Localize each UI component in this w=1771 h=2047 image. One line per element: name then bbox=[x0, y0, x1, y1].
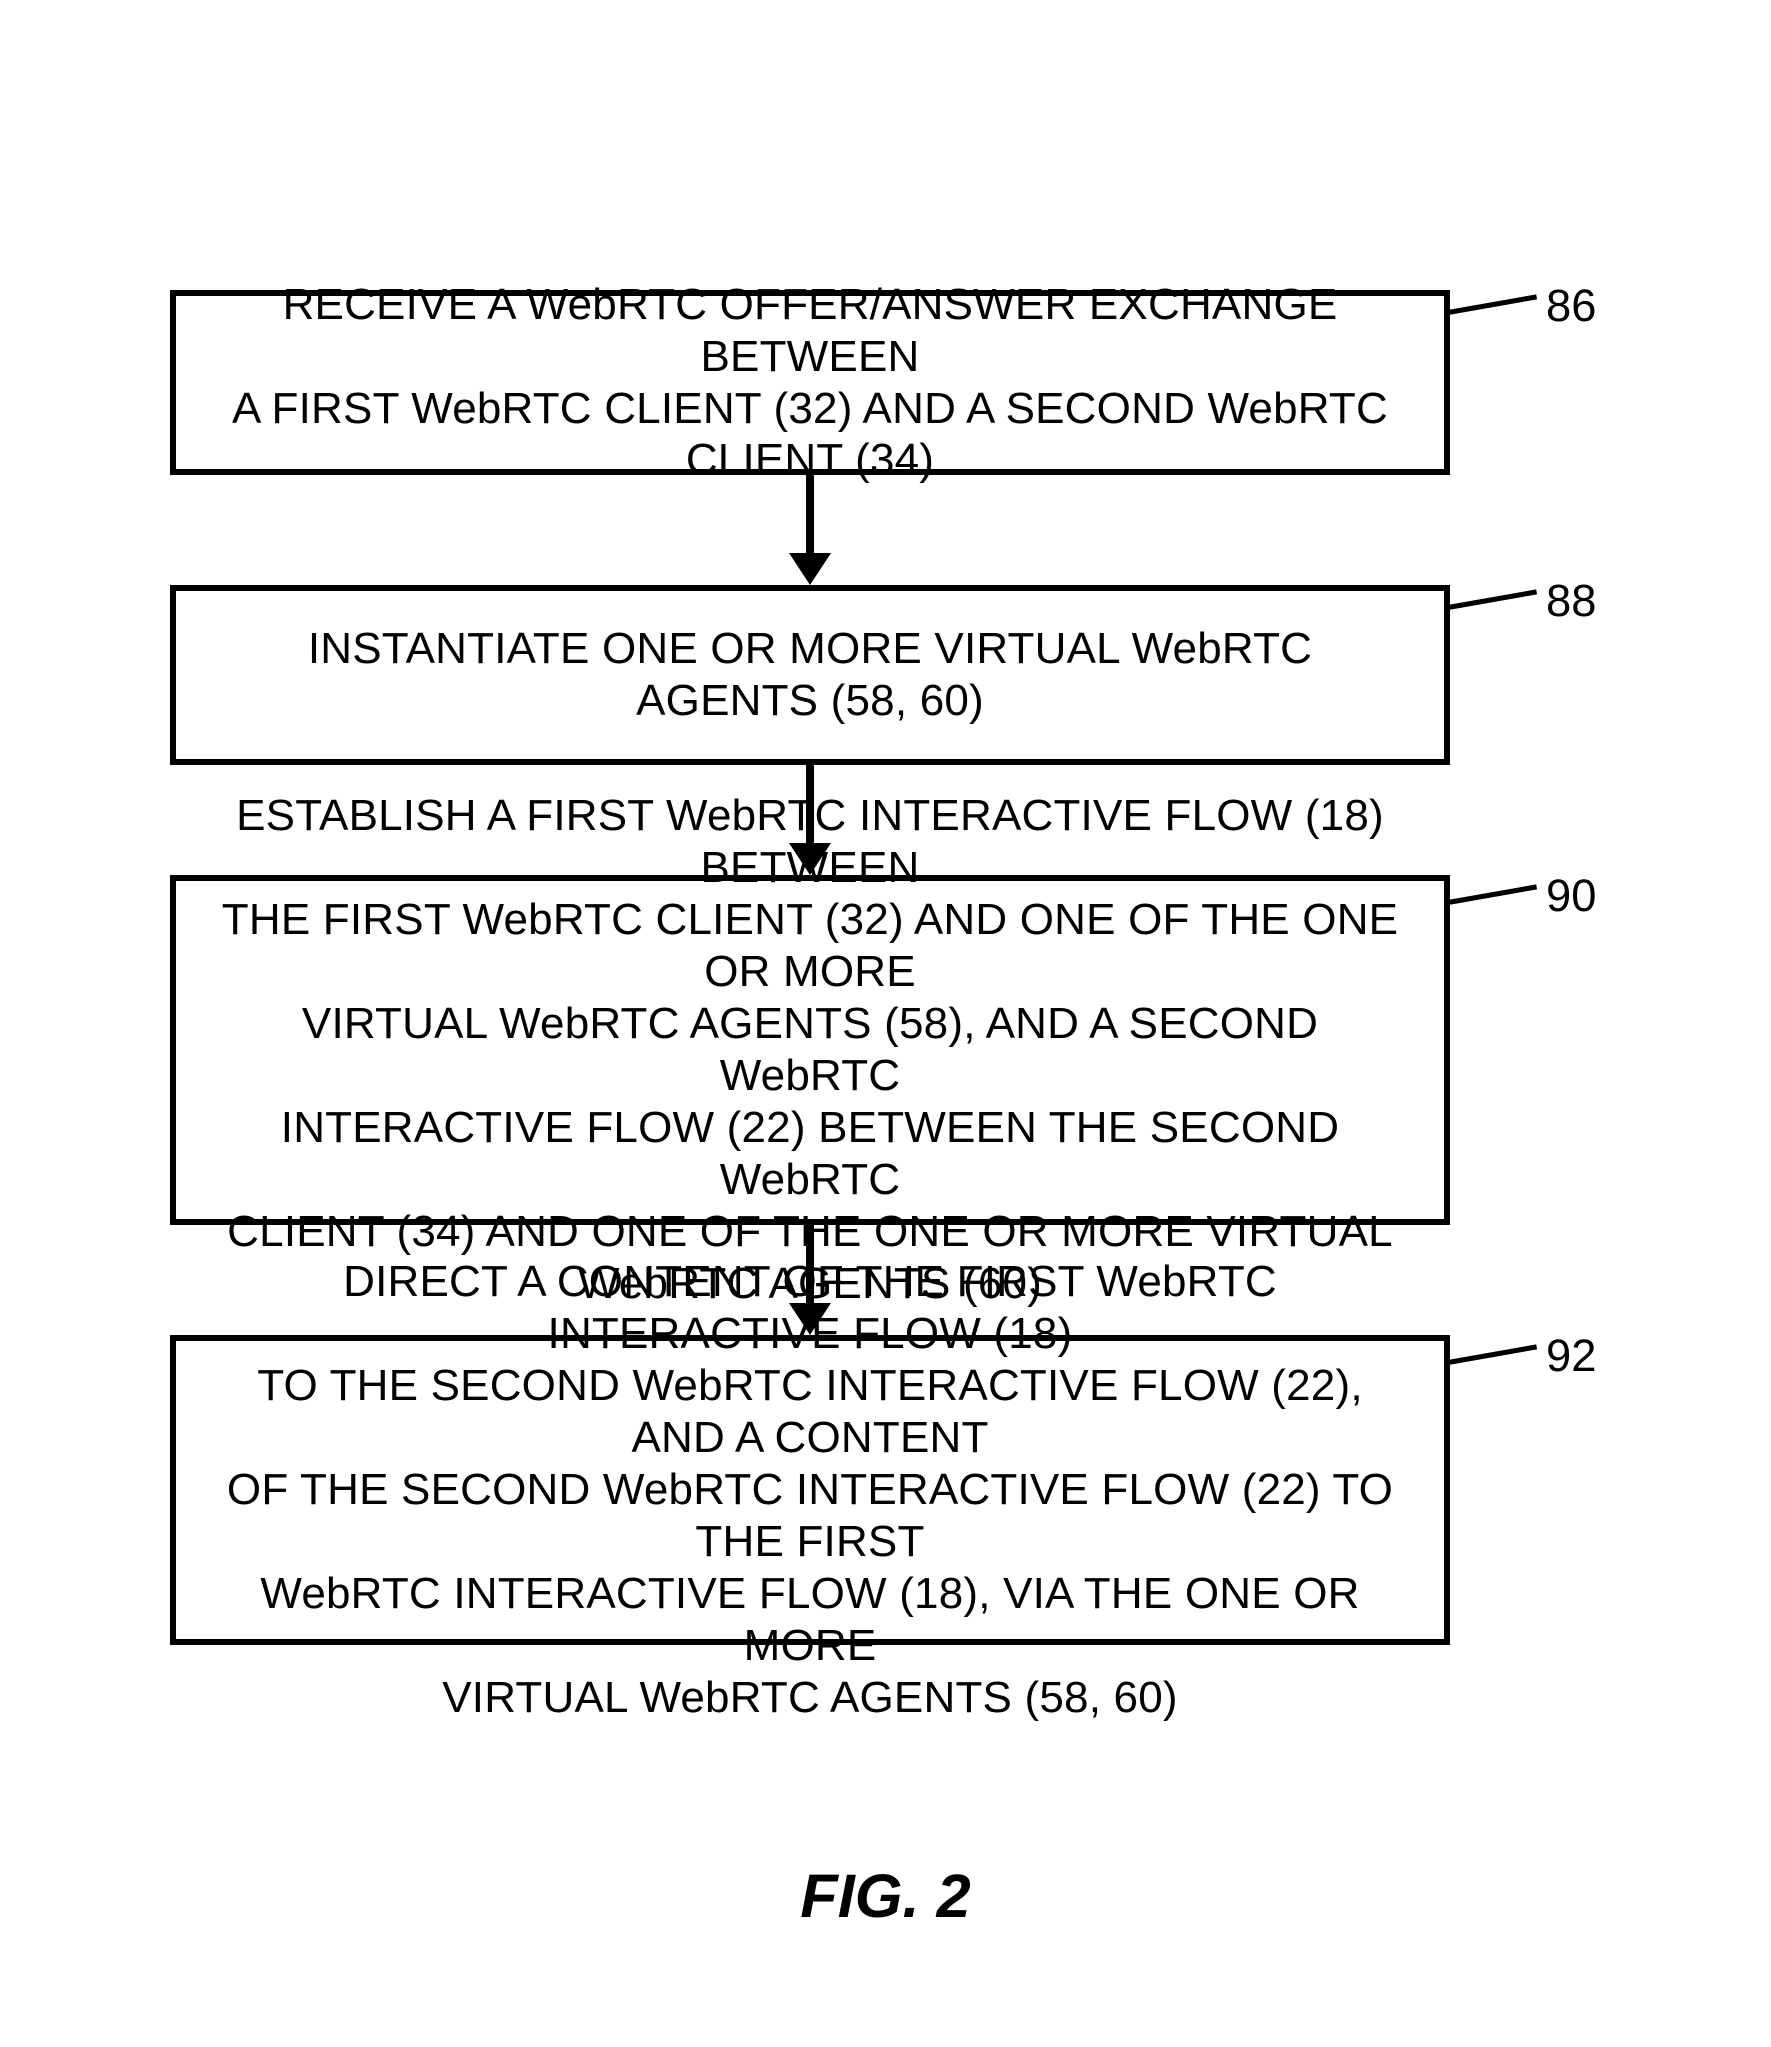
flow-arrows bbox=[0, 0, 1771, 2047]
arrow-88-to-90 bbox=[789, 765, 831, 875]
figure-caption: FIG. 2 bbox=[0, 1860, 1771, 1931]
arrow-86-to-88 bbox=[789, 475, 831, 585]
page: RECEIVE A WebRTC OFFER/ANSWER EXCHANGE B… bbox=[0, 0, 1771, 2047]
arrow-90-to-92 bbox=[789, 1225, 831, 1335]
